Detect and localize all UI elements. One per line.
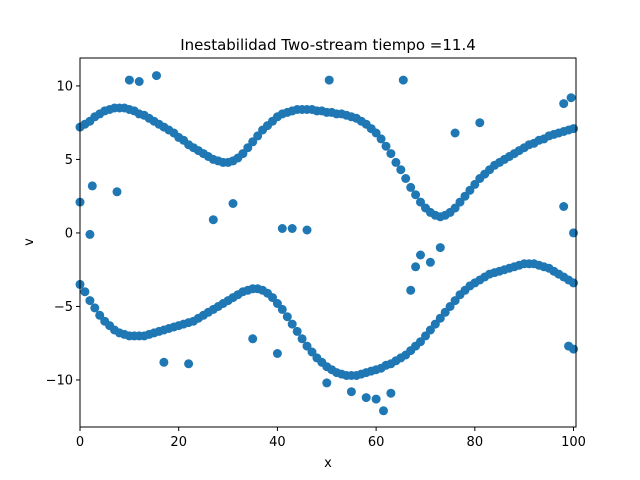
data-point (371, 394, 381, 404)
data-point (277, 304, 287, 314)
data-point (401, 174, 411, 183)
data-point (450, 296, 460, 306)
data-point (379, 406, 388, 416)
y-axis-label: v (22, 238, 37, 246)
data-point (450, 203, 460, 213)
data-point (159, 357, 169, 367)
data-point (243, 143, 253, 153)
data-point (425, 325, 435, 335)
x-tick-label: 80 (467, 435, 484, 450)
data-point (559, 202, 569, 211)
x-axis: 0 20 40 60 80 100 (76, 427, 586, 450)
data-point (324, 75, 334, 85)
data-point (297, 334, 307, 344)
x-tick-label: 40 (269, 435, 286, 450)
data-point (445, 302, 455, 311)
data-point (248, 334, 258, 344)
data-point (450, 128, 460, 138)
data-point (381, 141, 391, 151)
data-point (282, 312, 292, 322)
data-point (287, 224, 297, 233)
data-point (277, 224, 287, 233)
data-point (302, 225, 312, 235)
y-tick-label: −10 (46, 373, 73, 388)
data-point (475, 118, 485, 128)
data-point (569, 278, 578, 288)
x-tick-label: 20 (170, 435, 187, 450)
data-point (95, 310, 105, 320)
data-point (346, 387, 356, 397)
x-tick-label: 100 (561, 435, 586, 450)
data-point (455, 197, 465, 207)
data-point (371, 128, 381, 138)
data-point (85, 296, 95, 306)
data-point (425, 257, 435, 267)
data-point (391, 157, 401, 167)
data-point (124, 75, 134, 85)
data-point (430, 319, 440, 329)
plot-frame (79, 57, 577, 428)
data-point (322, 378, 332, 388)
y-tick-label: 0 (65, 226, 73, 241)
data-point (566, 93, 576, 103)
data-point (411, 262, 421, 272)
data-point (87, 181, 97, 191)
data-point (302, 341, 312, 351)
data-point (80, 287, 90, 297)
data-point (307, 347, 317, 357)
data-point (184, 359, 194, 369)
data-point (112, 187, 122, 197)
data-point (292, 326, 302, 336)
data-point (152, 71, 161, 81)
data-points (75, 71, 578, 416)
data-point (564, 341, 574, 351)
data-point (287, 319, 297, 329)
data-point (268, 293, 277, 303)
data-point (559, 99, 569, 109)
data-point (253, 131, 263, 141)
data-point (272, 349, 282, 358)
data-point (569, 228, 578, 238)
chart-title: Inestabilidad Two-stream tiempo =11.4 (180, 36, 476, 54)
data-point (386, 388, 396, 398)
data-point (85, 229, 95, 239)
data-point (421, 331, 430, 341)
data-point (406, 182, 416, 192)
data-point (134, 77, 144, 86)
y-axis: −10 −5 0 5 10 (46, 79, 80, 388)
data-point (569, 124, 578, 134)
y-tick-label: 5 (65, 153, 73, 168)
y-tick-label: 10 (56, 79, 73, 94)
x-tick-label: 0 (76, 435, 84, 450)
data-point (416, 197, 425, 207)
y-tick-label: −5 (54, 300, 73, 315)
data-point (208, 215, 218, 225)
data-point (248, 137, 258, 147)
data-point (411, 190, 421, 200)
x-tick-label: 60 (368, 435, 385, 450)
data-point (406, 285, 416, 295)
data-point (361, 393, 371, 403)
data-point (376, 134, 386, 144)
data-point (435, 243, 445, 253)
data-point (228, 199, 238, 208)
data-point (435, 313, 445, 323)
data-point (386, 149, 396, 159)
data-point (90, 303, 100, 313)
data-point (272, 299, 282, 308)
data-point (238, 149, 248, 159)
data-point (416, 250, 425, 260)
data-point (396, 165, 406, 175)
data-point (470, 179, 480, 189)
data-point (398, 75, 408, 85)
data-point (460, 191, 470, 201)
x-axis-label: x (324, 456, 332, 471)
data-point (465, 185, 475, 195)
